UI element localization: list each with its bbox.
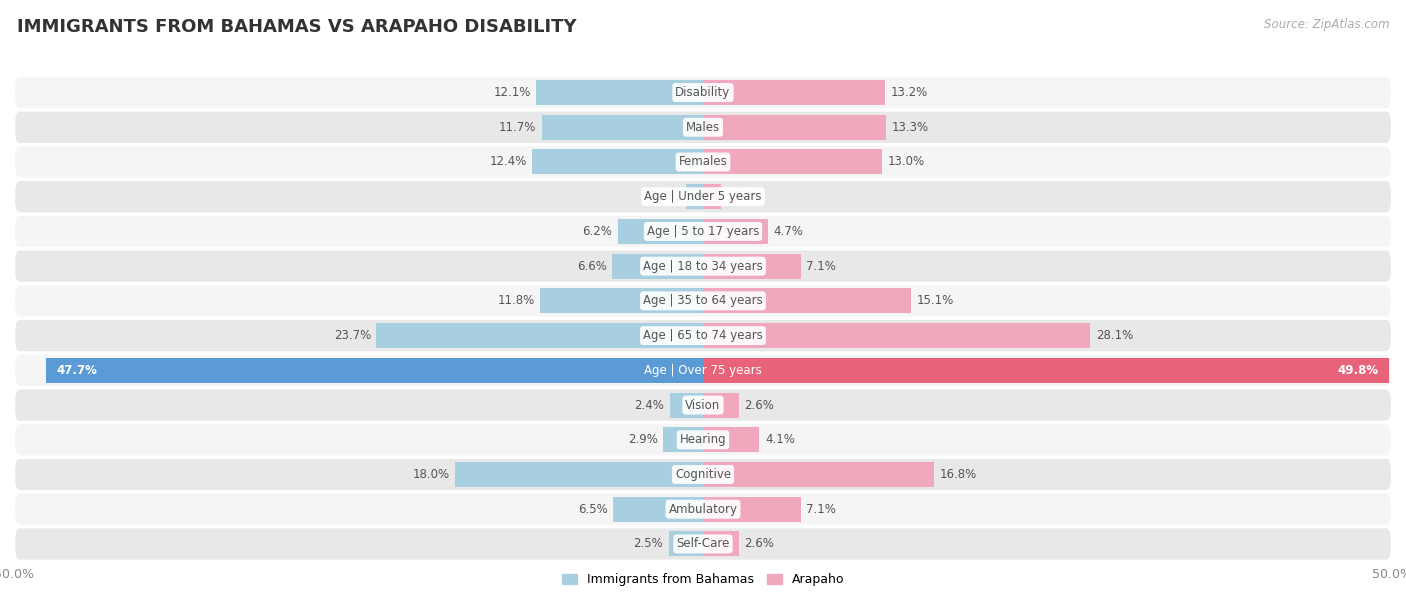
Text: 4.7%: 4.7% bbox=[773, 225, 803, 238]
Text: 2.6%: 2.6% bbox=[744, 537, 775, 550]
Legend: Immigrants from Bahamas, Arapaho: Immigrants from Bahamas, Arapaho bbox=[557, 568, 849, 591]
Bar bbox=[536, 80, 703, 105]
FancyBboxPatch shape bbox=[14, 493, 1392, 526]
Text: IMMIGRANTS FROM BAHAMAS VS ARAPAHO DISABILITY: IMMIGRANTS FROM BAHAMAS VS ARAPAHO DISAB… bbox=[17, 18, 576, 36]
Bar bbox=[613, 497, 703, 521]
Text: 23.7%: 23.7% bbox=[333, 329, 371, 342]
Bar bbox=[703, 288, 911, 313]
Text: 6.5%: 6.5% bbox=[578, 502, 607, 516]
Text: Age | 65 to 74 years: Age | 65 to 74 years bbox=[643, 329, 763, 342]
Bar bbox=[703, 219, 768, 244]
FancyBboxPatch shape bbox=[14, 319, 1392, 353]
Bar bbox=[703, 427, 759, 452]
FancyBboxPatch shape bbox=[14, 145, 1392, 179]
Text: Age | 5 to 17 years: Age | 5 to 17 years bbox=[647, 225, 759, 238]
Text: Hearing: Hearing bbox=[679, 433, 727, 446]
Text: Self-Care: Self-Care bbox=[676, 537, 730, 550]
Bar bbox=[703, 462, 935, 487]
Text: Disability: Disability bbox=[675, 86, 731, 99]
Bar bbox=[541, 115, 703, 140]
Text: Males: Males bbox=[686, 121, 720, 134]
Bar bbox=[703, 253, 801, 278]
Text: 2.9%: 2.9% bbox=[627, 433, 658, 446]
Text: 11.8%: 11.8% bbox=[498, 294, 534, 307]
Text: 49.8%: 49.8% bbox=[1337, 364, 1378, 377]
Text: Source: ZipAtlas.com: Source: ZipAtlas.com bbox=[1264, 18, 1389, 31]
Text: Age | 18 to 34 years: Age | 18 to 34 years bbox=[643, 259, 763, 273]
Text: 13.0%: 13.0% bbox=[887, 155, 925, 168]
Bar bbox=[703, 115, 886, 140]
Text: 47.7%: 47.7% bbox=[56, 364, 97, 377]
Text: 2.6%: 2.6% bbox=[744, 398, 775, 411]
FancyBboxPatch shape bbox=[14, 354, 1392, 387]
FancyBboxPatch shape bbox=[14, 458, 1392, 491]
FancyBboxPatch shape bbox=[14, 76, 1392, 109]
Text: Cognitive: Cognitive bbox=[675, 468, 731, 481]
Text: 6.6%: 6.6% bbox=[576, 259, 606, 273]
Text: 13.3%: 13.3% bbox=[891, 121, 929, 134]
Bar bbox=[703, 358, 1389, 383]
Bar bbox=[686, 184, 703, 209]
Bar bbox=[46, 358, 703, 383]
Bar bbox=[540, 288, 703, 313]
Bar bbox=[612, 253, 703, 278]
Text: 1.3%: 1.3% bbox=[727, 190, 756, 203]
Bar bbox=[669, 531, 703, 556]
Text: 28.1%: 28.1% bbox=[1095, 329, 1133, 342]
FancyBboxPatch shape bbox=[14, 250, 1392, 283]
Text: 4.1%: 4.1% bbox=[765, 433, 794, 446]
Text: 7.1%: 7.1% bbox=[807, 259, 837, 273]
Text: Vision: Vision bbox=[685, 398, 721, 411]
Text: 16.8%: 16.8% bbox=[941, 468, 977, 481]
FancyBboxPatch shape bbox=[14, 111, 1392, 144]
FancyBboxPatch shape bbox=[14, 284, 1392, 318]
Text: 18.0%: 18.0% bbox=[412, 468, 450, 481]
FancyBboxPatch shape bbox=[14, 215, 1392, 248]
Text: 12.1%: 12.1% bbox=[494, 86, 531, 99]
Bar bbox=[703, 531, 738, 556]
Text: Age | Over 75 years: Age | Over 75 years bbox=[644, 364, 762, 377]
Text: 13.2%: 13.2% bbox=[890, 86, 928, 99]
Text: Age | Under 5 years: Age | Under 5 years bbox=[644, 190, 762, 203]
Bar bbox=[617, 219, 703, 244]
FancyBboxPatch shape bbox=[14, 389, 1392, 422]
Text: 6.2%: 6.2% bbox=[582, 225, 612, 238]
Bar bbox=[703, 184, 721, 209]
Bar bbox=[531, 149, 703, 174]
Bar bbox=[456, 462, 703, 487]
Text: 12.4%: 12.4% bbox=[489, 155, 527, 168]
Text: 2.4%: 2.4% bbox=[634, 398, 665, 411]
Text: 15.1%: 15.1% bbox=[917, 294, 953, 307]
Bar bbox=[703, 80, 884, 105]
Bar bbox=[703, 392, 738, 417]
Bar bbox=[664, 427, 703, 452]
Bar bbox=[703, 149, 882, 174]
FancyBboxPatch shape bbox=[14, 180, 1392, 214]
Bar bbox=[703, 323, 1090, 348]
FancyBboxPatch shape bbox=[14, 423, 1392, 457]
Text: 7.1%: 7.1% bbox=[807, 502, 837, 516]
Text: 2.5%: 2.5% bbox=[633, 537, 664, 550]
Bar bbox=[703, 497, 801, 521]
Text: 11.7%: 11.7% bbox=[499, 121, 536, 134]
Bar bbox=[669, 392, 703, 417]
Text: 1.2%: 1.2% bbox=[651, 190, 681, 203]
Text: Ambulatory: Ambulatory bbox=[668, 502, 738, 516]
Bar bbox=[377, 323, 703, 348]
Text: Females: Females bbox=[679, 155, 727, 168]
Text: Age | 35 to 64 years: Age | 35 to 64 years bbox=[643, 294, 763, 307]
FancyBboxPatch shape bbox=[14, 528, 1392, 561]
